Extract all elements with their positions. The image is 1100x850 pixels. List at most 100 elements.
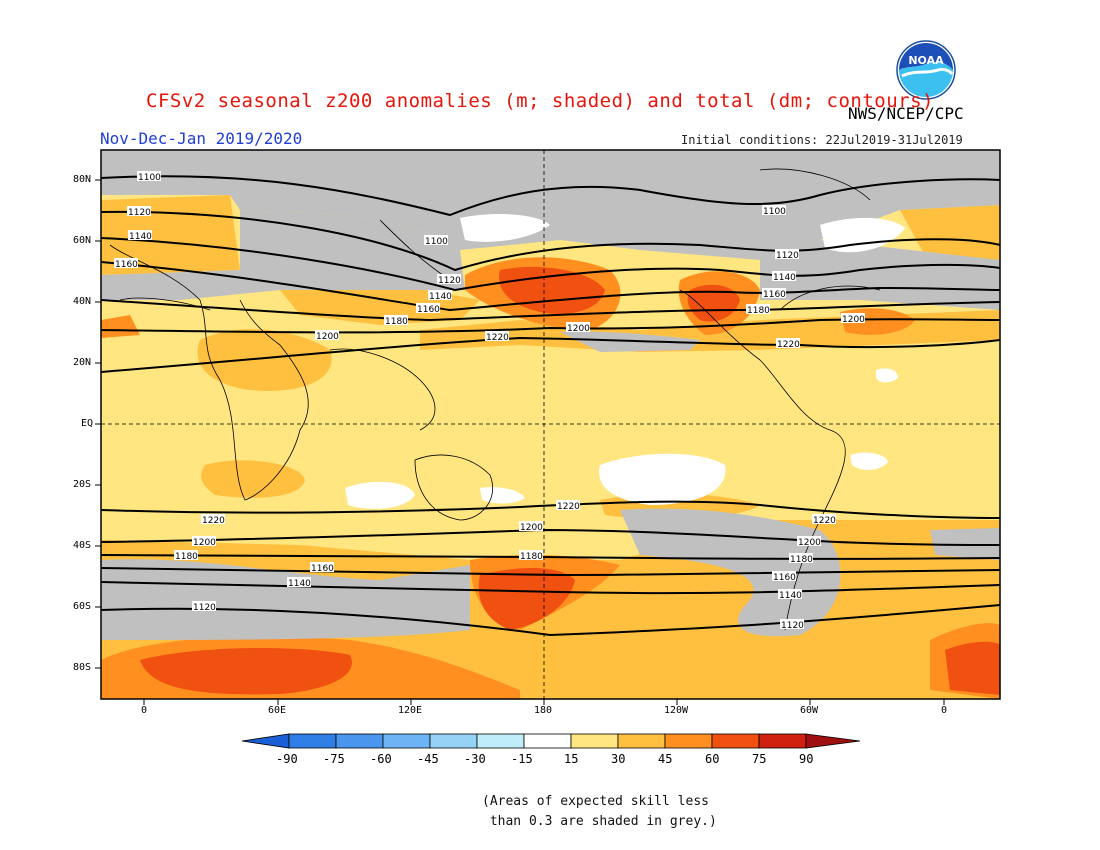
colorbar-swatch — [429, 733, 478, 749]
colorbar-tick-label: -15 — [511, 752, 533, 766]
lat-label: 60N — [73, 235, 92, 246]
colorbar-tick-label: 75 — [752, 752, 767, 766]
lat-label: 80N — [73, 174, 92, 185]
skill-note: (Areas of expected skill less than 0.3 a… — [482, 794, 717, 829]
contour-label: 1140 — [288, 579, 311, 589]
noaa-logo-text: NOAA — [908, 54, 944, 67]
contour-label: 1220 — [202, 516, 225, 526]
initial-conditions: Initial conditions: 22Jul2019-31Jul2019 — [681, 133, 963, 147]
colorbar-tick-label: -30 — [464, 752, 486, 766]
contour-label: 1120 — [781, 621, 804, 631]
noaa-logo-icon: NOAA — [896, 40, 956, 100]
lat-label: 40N — [73, 296, 92, 307]
colorbar-swatch — [570, 733, 619, 749]
lon-label: 60E — [268, 705, 287, 716]
lat-label: 20S — [73, 479, 92, 490]
contour-label: 1200 — [798, 538, 821, 548]
contour-label: 1160 — [417, 305, 440, 315]
contour-label: 1180 — [175, 552, 198, 562]
contour-label: 1160 — [763, 290, 786, 300]
colorbar-tick-label: 15 — [564, 752, 579, 766]
colorbar-swatch — [288, 733, 337, 749]
axis-ticks — [95, 179, 945, 705]
lon-label: 120E — [398, 705, 423, 716]
contour-labels: 1100 1100 1100 1120 1120 1120 1120 1120 … — [114, 171, 865, 631]
contour-label: 1200 — [567, 324, 590, 334]
contour-label: 1180 — [520, 552, 543, 562]
colorbar-tick-label: 45 — [658, 752, 673, 766]
contour-1140-north — [100, 237, 1001, 292]
colorbar-arrow-left — [241, 733, 290, 749]
colorbar-swatch — [711, 733, 760, 749]
colorbar-swatch — [335, 733, 384, 749]
contour-label: 1160 — [311, 564, 334, 574]
contour-label: 1220 — [486, 333, 509, 343]
contour-1200-south — [100, 528, 1001, 546]
contour-label: 1200 — [842, 315, 865, 325]
contour-1100-north — [100, 175, 1001, 217]
contour-label: 1200 — [316, 332, 339, 342]
forecast-period: Nov-Dec-Jan 2019/2020 — [100, 129, 303, 148]
contour-label: 1200 — [193, 538, 216, 548]
contour-label: 1140 — [773, 273, 796, 283]
contour-label: 1160 — [773, 573, 796, 583]
contour-label: 1180 — [385, 317, 408, 327]
contour-1120-north — [100, 210, 1001, 272]
contour-label: 1220 — [813, 516, 836, 526]
colorbar-tick-label: -45 — [417, 752, 439, 766]
contour-label: 1140 — [429, 292, 452, 302]
lon-label: 180 — [534, 705, 553, 716]
colorbar-swatch — [382, 733, 431, 749]
colorbar-tick-label: -75 — [323, 752, 345, 766]
contour-label: 1120 — [128, 208, 151, 218]
height-contours — [100, 175, 1001, 637]
lon-label: 0 — [941, 705, 948, 716]
contour-label: 1220 — [557, 502, 580, 512]
colorbar-arrow-right — [805, 733, 861, 749]
contour-label: 1140 — [129, 232, 152, 242]
lat-label: 80S — [73, 662, 92, 673]
contour-1120-south — [100, 604, 1001, 637]
colorbar-tick-label: 30 — [611, 752, 626, 766]
contour-1160-north — [100, 261, 1001, 312]
colorbar-tick-label: 60 — [705, 752, 720, 766]
colorbar-tick-label: 90 — [799, 752, 814, 766]
colorbar-swatch — [758, 733, 807, 749]
lat-label: 60S — [73, 601, 92, 612]
colorbar-swatch — [617, 733, 666, 749]
map-title: CFSv2 seasonal z200 anomalies (m; shaded… — [146, 90, 934, 112]
lat-label: EQ — [81, 418, 94, 429]
contour-label: 1180 — [747, 306, 770, 316]
anomaly-neutral-white-regions — [345, 214, 905, 509]
colorbar-swatch — [476, 733, 525, 749]
contour-label: 1140 — [779, 591, 802, 601]
lon-label: 60W — [800, 705, 819, 716]
contour-1160-south — [100, 567, 1001, 577]
contour-1140-south — [100, 581, 1001, 595]
contour-label: 1180 — [790, 555, 813, 565]
colorbar-swatch — [664, 733, 713, 749]
contour-1180-north — [100, 299, 1001, 322]
contour-label: 1100 — [763, 207, 786, 217]
agency-label: NWS/NCEP/CPC — [848, 104, 964, 123]
lat-label: 40S — [73, 540, 92, 551]
lat-label: 20N — [73, 357, 92, 368]
colorbar-swatch — [523, 733, 572, 749]
lon-label: 0 — [141, 705, 148, 716]
contour-label: 1160 — [115, 260, 138, 270]
contour-label: 1120 — [193, 603, 216, 613]
contour-label: 1220 — [777, 340, 800, 350]
contour-label: 1120 — [776, 251, 799, 261]
contour-1220-south — [100, 500, 1001, 519]
contour-label: 1120 — [438, 276, 461, 286]
colorbar-tick-label: -60 — [370, 752, 392, 766]
contour-1220-north — [100, 336, 1001, 373]
lon-label: 120W — [664, 705, 689, 716]
contour-label: 1100 — [138, 173, 161, 183]
colorbar — [241, 733, 861, 749]
colorbar-tick-label: -90 — [276, 752, 298, 766]
contour-1200-north — [100, 318, 1001, 334]
contour-label: 1200 — [520, 523, 543, 533]
contour-label: 1100 — [425, 237, 448, 247]
